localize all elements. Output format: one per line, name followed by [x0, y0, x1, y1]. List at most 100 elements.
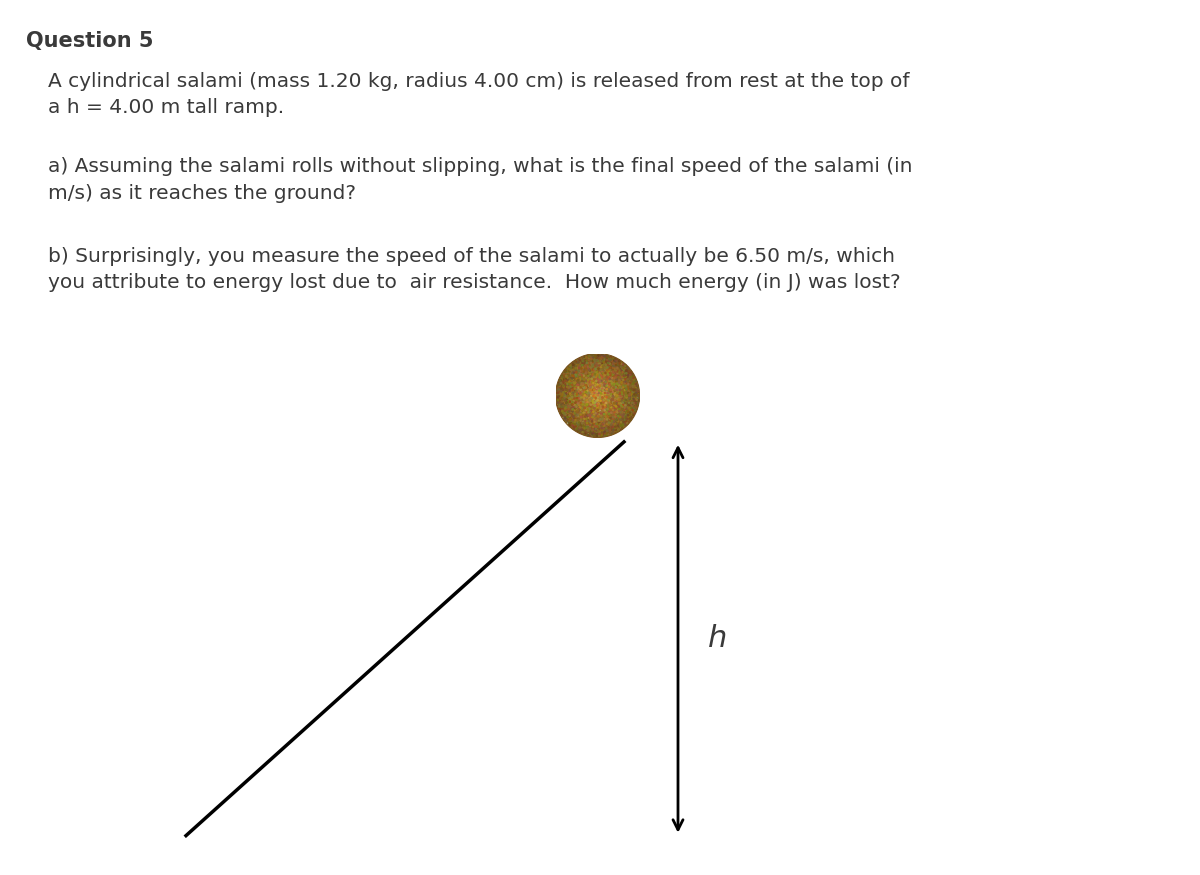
Point [581, 377, 600, 391]
Point [575, 398, 594, 412]
Point [590, 397, 610, 411]
Point [562, 402, 581, 416]
Point [593, 399, 612, 413]
Point [590, 415, 610, 429]
Point [622, 398, 641, 412]
Point [586, 361, 605, 375]
Point [581, 396, 600, 410]
Point [581, 380, 600, 394]
Point [616, 372, 635, 386]
Point [617, 362, 636, 376]
Point [595, 365, 614, 379]
Point [563, 402, 582, 416]
Point [576, 349, 595, 363]
Point [560, 415, 580, 429]
Point [601, 424, 620, 438]
Point [566, 411, 586, 425]
Point [607, 378, 626, 392]
Point [602, 366, 622, 380]
Point [576, 366, 595, 380]
Point [598, 415, 617, 429]
Point [581, 389, 600, 403]
Point [562, 396, 581, 410]
Point [587, 354, 606, 368]
Point [565, 356, 584, 370]
Point [582, 351, 601, 365]
Point [589, 382, 608, 396]
Point [578, 355, 598, 369]
Point [559, 371, 578, 385]
Point [565, 374, 584, 388]
Point [574, 351, 593, 365]
Point [620, 365, 640, 379]
Point [592, 419, 611, 433]
Point [594, 384, 613, 398]
Point [548, 390, 568, 404]
Point [577, 404, 596, 418]
Point [589, 361, 608, 375]
Point [608, 412, 628, 426]
Point [620, 401, 640, 415]
Point [611, 416, 630, 430]
Point [565, 371, 584, 385]
Point [564, 388, 583, 402]
Point [607, 393, 626, 407]
Point [550, 402, 569, 416]
Point [594, 418, 613, 432]
Point [589, 358, 608, 372]
Point [606, 401, 625, 415]
Point [587, 351, 606, 365]
Point [547, 386, 566, 400]
Point [566, 396, 586, 410]
Point [578, 373, 598, 387]
Point [582, 407, 601, 421]
Point [586, 410, 605, 423]
Point [592, 352, 611, 366]
Point [614, 397, 634, 411]
Point [562, 361, 581, 375]
Point [557, 415, 576, 429]
Point [602, 412, 622, 426]
Point [610, 380, 629, 394]
Point [611, 387, 630, 401]
Point [563, 407, 582, 421]
Point [589, 363, 608, 377]
Point [569, 360, 588, 374]
Point [557, 395, 576, 409]
Point [551, 377, 570, 391]
Point [590, 361, 610, 375]
Point [576, 381, 595, 395]
Point [610, 367, 629, 381]
Point [575, 354, 594, 367]
Point [598, 425, 617, 439]
Point [572, 409, 592, 423]
Point [584, 408, 604, 422]
Point [622, 372, 641, 386]
Point [590, 378, 610, 392]
Point [563, 403, 582, 417]
Point [565, 387, 584, 401]
Point [589, 416, 608, 430]
Point [557, 413, 576, 427]
Point [607, 409, 626, 423]
Point [560, 365, 580, 379]
Point [590, 360, 610, 374]
Point [569, 396, 588, 410]
Point [596, 367, 616, 381]
Point [604, 400, 623, 414]
Point [602, 403, 622, 417]
Point [606, 408, 625, 422]
Point [562, 399, 581, 413]
Point [624, 409, 643, 423]
Point [598, 382, 617, 396]
Point [596, 368, 616, 382]
Point [572, 418, 592, 432]
Point [569, 358, 588, 372]
Point [599, 361, 618, 375]
Point [568, 364, 587, 378]
Point [592, 410, 611, 423]
Point [594, 416, 613, 430]
Point [613, 370, 632, 384]
Point [571, 396, 590, 410]
Point [612, 410, 631, 424]
